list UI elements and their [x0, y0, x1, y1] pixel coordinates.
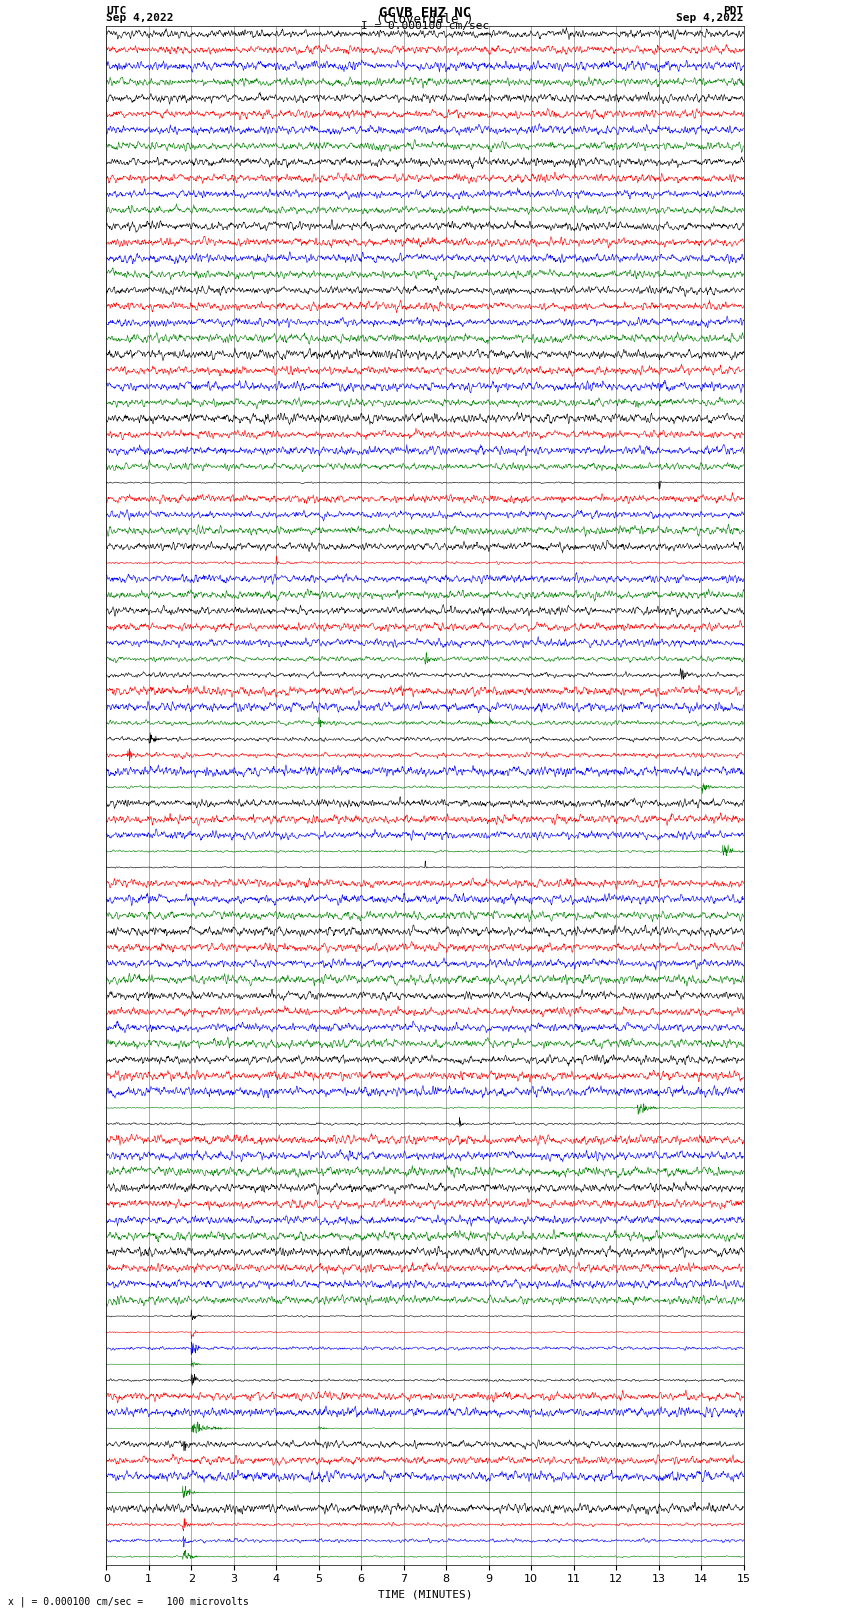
Text: PDT: PDT [723, 5, 744, 16]
Text: Sep 4,2022: Sep 4,2022 [106, 13, 173, 23]
X-axis label: TIME (MINUTES): TIME (MINUTES) [377, 1590, 473, 1600]
Text: GCVB EHZ NC: GCVB EHZ NC [379, 5, 471, 19]
Text: I = 0.000100 cm/sec: I = 0.000100 cm/sec [361, 21, 489, 31]
Text: Sep 4,2022: Sep 4,2022 [677, 13, 744, 23]
Text: (Cloverdale ): (Cloverdale ) [377, 13, 473, 26]
Text: UTC: UTC [106, 5, 127, 16]
Text: x | = 0.000100 cm/sec =    100 microvolts: x | = 0.000100 cm/sec = 100 microvolts [8, 1595, 249, 1607]
